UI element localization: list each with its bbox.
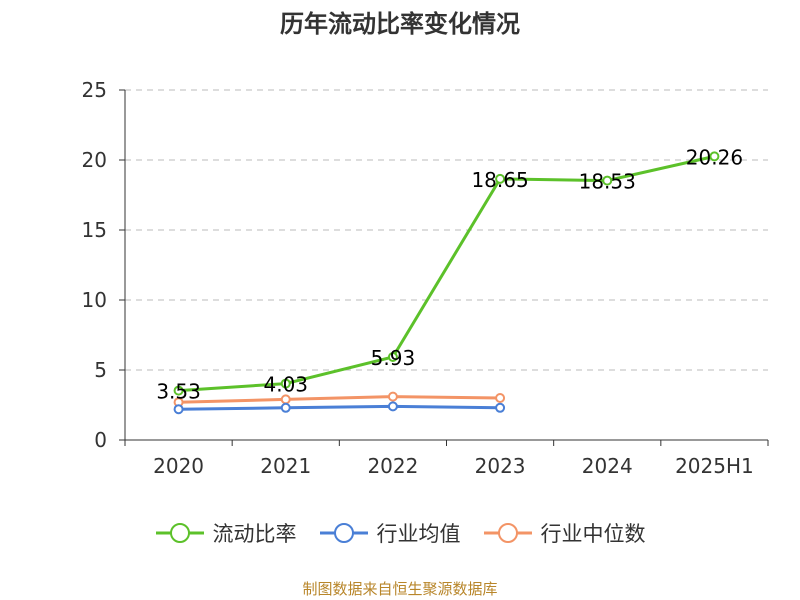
data-point xyxy=(387,391,398,402)
data-point xyxy=(495,402,506,413)
legend-marker-icon xyxy=(155,523,204,543)
y-tick-label: 0 xyxy=(94,428,107,452)
data-point xyxy=(387,351,398,362)
legend-item[interactable]: 行业中位数 xyxy=(483,518,646,548)
data-point xyxy=(709,151,720,162)
y-tick-label: 20 xyxy=(82,148,107,172)
data-point xyxy=(495,393,506,403)
legend-item[interactable]: 流动比率 xyxy=(155,518,297,548)
data-point xyxy=(387,401,398,412)
data-point xyxy=(173,385,184,396)
data-point xyxy=(280,402,291,413)
data-label: 18.53 xyxy=(579,170,636,194)
legend-label: 行业均值 xyxy=(376,522,461,546)
data-label: 5.93 xyxy=(371,346,416,370)
series-line-1 xyxy=(178,404,501,411)
x-tick-label: 2024 xyxy=(582,454,633,478)
x-tick-label: 2020 xyxy=(153,454,204,478)
grid-lines xyxy=(125,89,768,371)
legend-label: 流动比率 xyxy=(212,522,297,546)
x-tick-label: 2023 xyxy=(475,454,526,478)
x-tick-label: 2021 xyxy=(260,454,311,478)
data-point xyxy=(602,175,613,186)
series-line-2 xyxy=(178,395,501,404)
y-tick-label: 10 xyxy=(82,288,107,312)
data-label: 3.53 xyxy=(156,380,201,404)
data-point xyxy=(173,404,184,415)
axes: 0 5 10 15 20 25 2020 2021 2022 2023 2024 2025H1 xyxy=(82,78,769,478)
y-tick-label: 15 xyxy=(82,218,107,242)
series-line-0 xyxy=(178,154,715,393)
y-tick-label: 5 xyxy=(94,358,107,382)
legend-marker-icon xyxy=(319,523,368,543)
x-tick-label: 2025H1 xyxy=(675,454,754,478)
data-point xyxy=(280,378,291,389)
series-lines xyxy=(173,151,720,415)
legend-marker-icon xyxy=(483,523,532,543)
data-label: 4.03 xyxy=(263,373,308,397)
legend-label: 行业中位数 xyxy=(540,522,646,546)
x-tick-label: 2022 xyxy=(367,454,418,478)
data-labels: 3.53 4.03 5.93 18.65 18.53 20.26 xyxy=(156,145,743,403)
legend: 流动比率 行业均值 行业中位数 xyxy=(0,518,800,548)
chart-title: 历年流动比率变化情况 xyxy=(280,10,520,38)
legend-item[interactable]: 行业均值 xyxy=(319,518,461,548)
data-point xyxy=(280,394,291,405)
y-tick-label: 25 xyxy=(82,78,107,102)
source-footer: 制图数据来自恒生聚源数据库 xyxy=(302,580,498,598)
data-point xyxy=(495,173,506,184)
data-label: 20.26 xyxy=(686,145,743,169)
data-label: 18.65 xyxy=(471,168,528,192)
